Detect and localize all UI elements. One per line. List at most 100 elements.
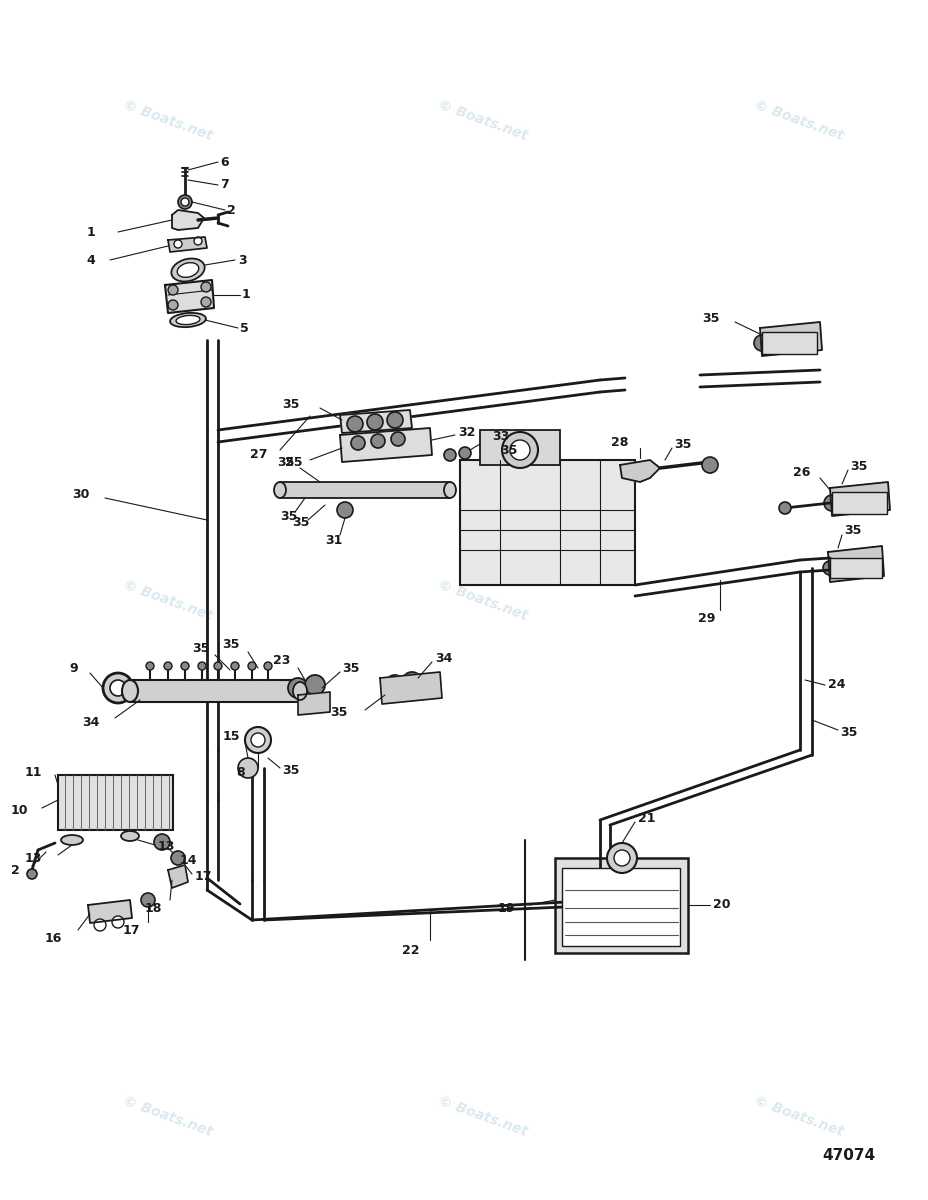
Text: 35: 35 bbox=[674, 438, 690, 451]
Circle shape bbox=[391, 432, 405, 446]
Text: 13: 13 bbox=[158, 840, 175, 853]
Bar bbox=[831, 492, 886, 514]
Polygon shape bbox=[619, 460, 659, 482]
Text: 21: 21 bbox=[638, 811, 655, 824]
Circle shape bbox=[501, 432, 537, 468]
Circle shape bbox=[146, 662, 154, 670]
Text: 34: 34 bbox=[434, 652, 452, 665]
Text: 25: 25 bbox=[285, 456, 303, 468]
Text: 35: 35 bbox=[849, 460, 867, 473]
Circle shape bbox=[402, 672, 421, 692]
Text: 47074: 47074 bbox=[821, 1147, 874, 1163]
Circle shape bbox=[181, 198, 188, 206]
Polygon shape bbox=[380, 672, 442, 704]
Text: 35: 35 bbox=[844, 523, 860, 536]
Bar bbox=[459, 460, 635, 584]
Text: 31: 31 bbox=[325, 534, 342, 546]
Text: © Boats.net: © Boats.net bbox=[436, 97, 529, 143]
Text: 35: 35 bbox=[282, 763, 299, 776]
Bar bbox=[561, 868, 679, 946]
Ellipse shape bbox=[171, 258, 204, 282]
Circle shape bbox=[168, 300, 178, 310]
Circle shape bbox=[181, 662, 188, 670]
Text: 35: 35 bbox=[342, 661, 359, 674]
Bar bbox=[554, 858, 688, 953]
Circle shape bbox=[245, 727, 271, 754]
Circle shape bbox=[238, 758, 258, 778]
Circle shape bbox=[154, 834, 170, 850]
Ellipse shape bbox=[170, 313, 206, 328]
Circle shape bbox=[178, 194, 192, 209]
Polygon shape bbox=[298, 692, 329, 715]
Circle shape bbox=[27, 869, 37, 878]
Circle shape bbox=[248, 662, 256, 670]
Polygon shape bbox=[168, 865, 187, 888]
Text: 35: 35 bbox=[282, 397, 300, 410]
Text: 16: 16 bbox=[45, 931, 62, 944]
Bar bbox=[480, 430, 560, 464]
Text: 19: 19 bbox=[497, 901, 514, 914]
Circle shape bbox=[754, 335, 769, 350]
Circle shape bbox=[337, 502, 353, 518]
Circle shape bbox=[822, 560, 836, 575]
Bar bbox=[761, 332, 816, 354]
Circle shape bbox=[351, 436, 365, 450]
Text: © Boats.net: © Boats.net bbox=[436, 1093, 529, 1139]
Polygon shape bbox=[340, 410, 411, 433]
Text: 35: 35 bbox=[702, 312, 719, 324]
Circle shape bbox=[288, 678, 308, 698]
Circle shape bbox=[200, 296, 211, 307]
Text: 35: 35 bbox=[291, 516, 309, 528]
Circle shape bbox=[174, 240, 182, 248]
Polygon shape bbox=[759, 322, 821, 356]
Ellipse shape bbox=[177, 263, 199, 277]
Text: © Boats.net: © Boats.net bbox=[121, 1093, 213, 1139]
Text: 2: 2 bbox=[11, 864, 20, 876]
Circle shape bbox=[251, 733, 264, 746]
Text: 29: 29 bbox=[697, 612, 715, 624]
Circle shape bbox=[779, 502, 790, 514]
Text: 20: 20 bbox=[712, 899, 729, 912]
Circle shape bbox=[164, 662, 172, 670]
Text: 24: 24 bbox=[827, 678, 844, 691]
Circle shape bbox=[141, 893, 155, 907]
Text: 28: 28 bbox=[610, 436, 627, 449]
Text: 33: 33 bbox=[492, 430, 509, 443]
Ellipse shape bbox=[121, 830, 139, 841]
Text: 32: 32 bbox=[458, 426, 475, 439]
Text: 23: 23 bbox=[272, 654, 290, 666]
Text: 11: 11 bbox=[24, 766, 42, 779]
Text: 35: 35 bbox=[192, 642, 210, 654]
Text: 35: 35 bbox=[330, 707, 348, 720]
Text: © Boats.net: © Boats.net bbox=[121, 577, 213, 623]
Circle shape bbox=[304, 674, 325, 695]
Text: 1: 1 bbox=[241, 288, 251, 301]
Text: 10: 10 bbox=[10, 804, 28, 817]
Text: 35: 35 bbox=[279, 510, 297, 522]
Bar bbox=[829, 558, 881, 578]
Polygon shape bbox=[340, 428, 432, 462]
Text: 6: 6 bbox=[220, 156, 228, 168]
Text: 15: 15 bbox=[223, 730, 239, 743]
Ellipse shape bbox=[444, 482, 456, 498]
Text: 1: 1 bbox=[86, 226, 95, 239]
Text: 4: 4 bbox=[86, 253, 95, 266]
Text: 2: 2 bbox=[226, 204, 236, 216]
Circle shape bbox=[168, 284, 178, 295]
Text: 3: 3 bbox=[238, 253, 246, 266]
Text: 35: 35 bbox=[223, 638, 239, 652]
Text: 14: 14 bbox=[180, 853, 198, 866]
Text: 35: 35 bbox=[277, 456, 295, 468]
Circle shape bbox=[198, 662, 206, 670]
Text: 35: 35 bbox=[499, 444, 517, 456]
Bar bbox=[58, 775, 173, 830]
Polygon shape bbox=[165, 280, 213, 313]
Circle shape bbox=[444, 449, 456, 461]
Text: 30: 30 bbox=[72, 488, 90, 502]
Circle shape bbox=[613, 850, 629, 866]
Text: © Boats.net: © Boats.net bbox=[121, 97, 213, 143]
Circle shape bbox=[347, 416, 363, 432]
Circle shape bbox=[702, 457, 717, 473]
Circle shape bbox=[384, 674, 405, 695]
Circle shape bbox=[458, 446, 470, 458]
